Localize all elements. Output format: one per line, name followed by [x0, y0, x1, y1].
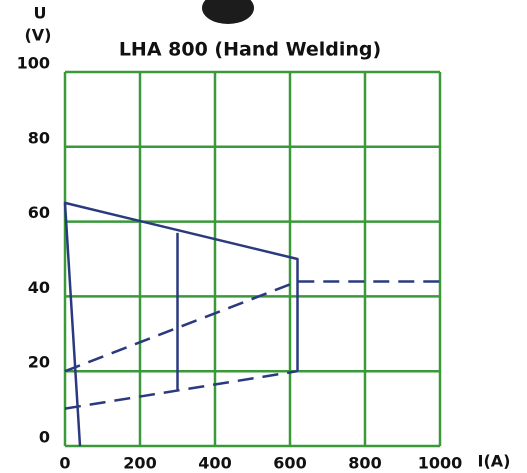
- y-tick-label: 40: [28, 278, 50, 297]
- curve: [64, 369, 298, 410]
- y-tick-label: 80: [28, 128, 50, 147]
- x-tick-label: 800: [348, 454, 381, 473]
- device-image: [202, 0, 254, 24]
- x-tick-label: 600: [273, 454, 306, 473]
- x-tick-label: 400: [198, 454, 231, 473]
- y-axis-unit: (V): [24, 26, 51, 45]
- y-tick-label: 0: [39, 428, 50, 447]
- y-axis-label: U: [34, 4, 47, 23]
- curve: [63, 201, 299, 447]
- x-axis-label: I(A): [478, 452, 511, 471]
- curve: [64, 280, 440, 373]
- x-tick-label: 200: [123, 454, 156, 473]
- x-tick-label: 0: [59, 454, 70, 473]
- y-tick-label: 100: [17, 54, 50, 73]
- chart-title: LHA 800 (Hand Welding): [119, 39, 381, 61]
- y-tick-label: 60: [28, 203, 50, 222]
- x-tick-label: 1000: [418, 454, 463, 473]
- y-tick-label: 20: [28, 353, 50, 372]
